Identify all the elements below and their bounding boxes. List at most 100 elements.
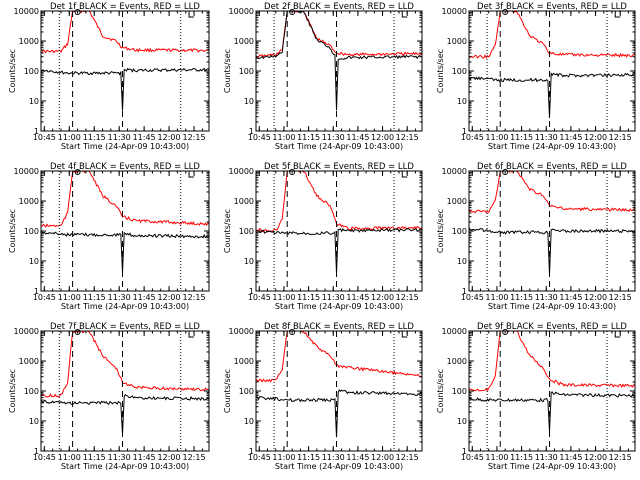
panel-title: Det 5f BLACK = Events, RED = LLD <box>264 162 414 172</box>
plot-frame <box>40 170 210 292</box>
y-tick-label: 1000 <box>19 197 39 206</box>
x-tick-label: 12:00 <box>158 453 181 462</box>
y-tick-label: 1 <box>462 127 467 136</box>
corner-marker <box>188 171 195 178</box>
series-line-red <box>41 331 209 398</box>
peak-marker <box>502 329 509 335</box>
x-tick-label: 12:15 <box>609 293 632 302</box>
x-tick-label: 11:00 <box>485 453 508 462</box>
panel-1: Det 1f BLACK = Events, RED = LLD 1 10 100 10… <box>8 2 210 151</box>
y-tick-label: 10000 <box>14 167 39 176</box>
y-axis-label: Counts/sec <box>223 49 232 93</box>
series-line-red <box>41 171 209 228</box>
x-tick-label: 11:15 <box>510 133 533 142</box>
x-tick-label: 12:00 <box>158 133 181 142</box>
x-tick-label: 12:00 <box>371 293 394 302</box>
y-tick-label: 1 <box>34 287 39 296</box>
x-tick-label: 11:30 <box>535 293 558 302</box>
x-tick-label: 11:30 <box>535 133 558 142</box>
y-tick-label: 10000 <box>229 167 254 176</box>
x-tick-label: 11:15 <box>297 293 320 302</box>
peak-marker <box>289 329 296 335</box>
x-tick-label: 11:30 <box>322 133 345 142</box>
x-axis-label: Start Time (24-Apr-09 10:43:00) <box>488 142 616 151</box>
x-tick-label: 11:30 <box>322 453 345 462</box>
y-axis-label: Counts/sec <box>223 369 232 413</box>
y-tick-label: 1000 <box>19 357 39 366</box>
series-group <box>469 11 635 118</box>
panel-title: Det 2f BLACK = Events, RED = LLD <box>264 2 414 12</box>
y-tick-label: 10 <box>457 257 467 266</box>
series-line-black <box>41 67 209 111</box>
peak-marker <box>74 329 81 335</box>
panel-title: Det 9f BLACK = Events, RED = LLD <box>477 322 627 332</box>
x-tick-label: 11:15 <box>510 453 533 462</box>
y-tick-label: 10 <box>29 97 39 106</box>
x-tick-label: 11:00 <box>485 293 508 302</box>
panel-title: Det 4f BLACK = Events, RED = LLD <box>50 162 200 172</box>
panel-title: Det 8f BLACK = Events, RED = LLD <box>264 322 414 332</box>
y-tick-label: 10 <box>244 97 254 106</box>
x-tick-label: 11:15 <box>297 133 320 142</box>
x-tick-label: 11:00 <box>272 133 295 142</box>
x-axis-label: Start Time (24-Apr-09 10:43:00) <box>61 462 189 471</box>
series-line-black <box>469 391 635 432</box>
plot-frame <box>468 10 636 132</box>
series-group <box>469 171 635 275</box>
x-tick-label: 12:15 <box>396 293 419 302</box>
x-tick-label: 11:00 <box>58 293 81 302</box>
peak-marker <box>502 9 509 15</box>
panel-2: Det 2f BLACK = Events, RED = LLD 1 10 100 10… <box>223 2 423 151</box>
y-tick-label: 1 <box>462 287 467 296</box>
x-tick-label: 12:15 <box>609 133 632 142</box>
y-axis-label: Counts/sec <box>8 209 17 253</box>
x-axis-label: Start Time (24-Apr-09 10:43:00) <box>275 302 403 311</box>
series-line-black <box>256 388 422 438</box>
x-tick-label: 12:15 <box>396 133 419 142</box>
x-axis-label: Start Time (24-Apr-09 10:43:00) <box>488 462 616 471</box>
plot-frame <box>40 10 210 132</box>
panel-title: Det 3f BLACK = Events, RED = LLD <box>477 2 627 12</box>
panel-3: Det 3f BLACK = Events, RED = LLD 1 10 100 10… <box>436 2 636 151</box>
y-tick-label: 10000 <box>442 167 467 176</box>
panel-4: Det 4f BLACK = Events, RED = LLD 1 10 100 10… <box>8 162 210 311</box>
x-axis-label: Start Time (24-Apr-09 10:43:00) <box>275 462 403 471</box>
x-tick-label: 11:45 <box>559 293 582 302</box>
y-tick-label: 10 <box>457 417 467 426</box>
x-tick-label: 11:45 <box>559 133 582 142</box>
peak-marker <box>502 169 509 175</box>
y-tick-label: 10000 <box>14 327 39 336</box>
peak-marker <box>289 9 296 15</box>
y-tick-label: 10000 <box>442 7 467 16</box>
y-tick-label: 1 <box>249 447 254 456</box>
x-tick-label: 10:45 <box>33 133 56 142</box>
x-tick-label: 12:15 <box>609 453 632 462</box>
x-tick-label: 12:15 <box>182 293 205 302</box>
x-axis-label: Start Time (24-Apr-09 10:43:00) <box>275 142 403 151</box>
x-tick-label: 10:45 <box>248 293 271 302</box>
panel-5: Det 5f BLACK = Events, RED = LLD 1 10 100 10… <box>223 162 423 311</box>
x-tick-label: 12:15 <box>182 453 205 462</box>
panel-6: Det 6f BLACK = Events, RED = LLD 1 10 100 10… <box>436 162 636 311</box>
panel-9: Det 9f BLACK = Events, RED = LLD 1 10 100 10… <box>436 322 636 471</box>
x-tick-label: 12:15 <box>396 453 419 462</box>
y-axis-label: Counts/sec <box>8 49 17 93</box>
x-tick-label: 11:45 <box>346 293 369 302</box>
x-tick-label: 12:00 <box>584 133 607 142</box>
series-group <box>256 331 422 438</box>
corner-marker <box>401 11 408 18</box>
x-tick-label: 12:00 <box>158 293 181 302</box>
y-tick-label: 10000 <box>442 327 467 336</box>
series-group <box>41 171 209 273</box>
x-tick-label: 11:30 <box>108 293 131 302</box>
y-tick-label: 100 <box>452 387 467 396</box>
x-tick-label: 11:45 <box>346 133 369 142</box>
series-line-red <box>256 331 422 383</box>
x-tick-label: 11:30 <box>535 453 558 462</box>
y-tick-label: 1000 <box>234 357 254 366</box>
y-tick-label: 100 <box>452 67 467 76</box>
series-line-red <box>469 171 635 214</box>
peak-marker <box>74 9 81 15</box>
x-tick-label: 12:15 <box>182 133 205 142</box>
